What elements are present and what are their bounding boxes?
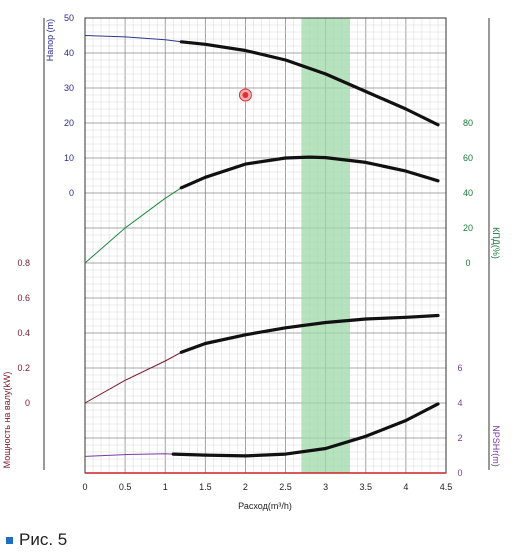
npsh-tick-label: 6: [457, 363, 462, 373]
x-tick-label: 3: [323, 482, 328, 492]
power-tick-label: 0.4: [17, 328, 30, 338]
caption-text: Рис. 5: [19, 530, 68, 549]
x-tick-label: 0: [82, 482, 87, 492]
x-tick-label: 1: [163, 482, 168, 492]
power-tick-label: 0.2: [17, 363, 30, 373]
npsh-tick-label: 2: [457, 433, 462, 443]
efficiency-tick-label: 80: [463, 118, 473, 128]
npsh-tick-label: 4: [457, 398, 462, 408]
curve-head-thin: [84, 35, 182, 43]
efficiency-tick-label: 60: [463, 153, 473, 163]
head-tick-label: 50: [64, 13, 74, 23]
npsh-axis-label: NPSHr(m): [491, 425, 501, 467]
x-tick-label: 4: [403, 482, 408, 492]
head-tick-label: 40: [64, 48, 74, 58]
x-tick-label: 4.5: [440, 482, 453, 492]
head-tick-label: 20: [64, 118, 74, 128]
power-tick-label: 0.8: [17, 258, 30, 268]
operating-range-band: [301, 18, 350, 473]
curve-efficiency-thin: [84, 187, 182, 264]
x-axis-label: Расход(m³/h): [238, 501, 292, 511]
x-tick-label: 1.5: [199, 482, 212, 492]
head-tick-label: 10: [64, 153, 74, 163]
curve-npsh-bold: [171, 402, 440, 458]
efficiency-tick-label: 0: [465, 258, 470, 268]
efficiency-tick-label: 20: [463, 223, 473, 233]
figure-caption: Рис. 5: [6, 530, 67, 550]
curve-power-thin: [84, 351, 182, 404]
curve-power-bold: [179, 313, 440, 354]
x-tick-label: 2.5: [279, 482, 292, 492]
x-tick-label: 2: [243, 482, 248, 492]
efficiency-tick-label: 40: [463, 188, 473, 198]
head-tick-label: 0: [69, 188, 74, 198]
caption-bullet-icon: [6, 536, 13, 544]
x-tick-label: 0.5: [119, 482, 132, 492]
head-axis-label: Напор (m): [45, 19, 55, 61]
power-tick-label: 0: [25, 398, 30, 408]
head-tick-label: 30: [64, 83, 74, 93]
curve-efficiency-bold: [179, 155, 440, 190]
plot-area: [85, 18, 446, 473]
npsh-tick-label: 0: [457, 468, 462, 478]
curve-npsh-thin: [84, 453, 174, 457]
x-tick-label: 3.5: [360, 482, 373, 492]
operating-point: [242, 92, 249, 98]
curve-head-bold: [179, 40, 440, 127]
power-axis-label: Мощность на валу(kW): [2, 372, 12, 469]
pump-performance-chart: 0 0.5 1 1.5 2 2.5 3 3.5 4 4.5504030201000.80.60.4…: [2, 13, 501, 511]
power-tick-label: 0.6: [17, 293, 30, 303]
efficiency-axis-label: КПД(%): [491, 227, 501, 259]
